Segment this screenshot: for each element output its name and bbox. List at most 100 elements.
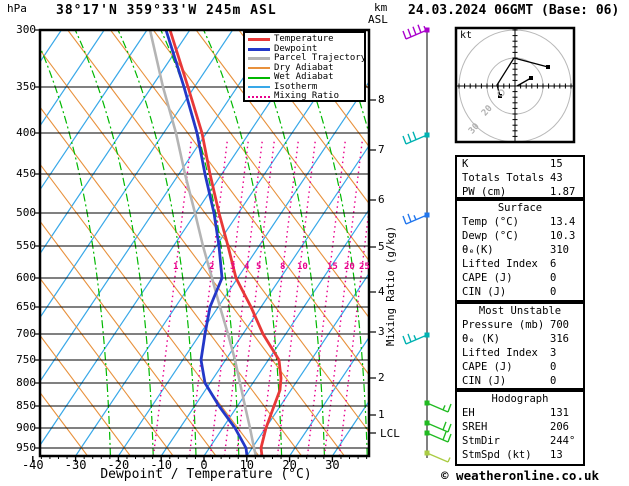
stat-row: CIN (J) 0 (457, 374, 583, 388)
altitude-tick-label: 4 (378, 285, 385, 298)
wind-barb-staff (402, 24, 452, 463)
temperature-tick-label: 0 (200, 458, 208, 472)
stat-value: 1.87 (550, 186, 576, 198)
dry-adiabat-line (152, 30, 369, 319)
hodograph-frame (454, 26, 576, 144)
background-grid (40, 30, 629, 456)
legend-label: Dewpoint (274, 43, 318, 54)
mixing-ratio-line (276, 139, 317, 456)
temperature-line-swatch (248, 38, 270, 42)
isotherm-line (246, 272, 369, 456)
storm-motion-marker (497, 89, 505, 97)
mixing-ratio-line (223, 139, 264, 456)
mixing-ratio-line (152, 139, 193, 456)
x-axis-label: Dewpoint / Temperature (°C) (100, 467, 312, 482)
isotherm-line (203, 208, 369, 456)
stat-value: 43 (550, 172, 563, 184)
temperature-tick-label: 10 (239, 458, 255, 472)
wind-barb (424, 420, 452, 433)
parcel-line-swatch (248, 57, 270, 61)
isotherm-line (40, 30, 276, 383)
hodograph-trace-upper (513, 57, 549, 68)
stat-row: Temp (°C) 13.4 (457, 215, 583, 229)
surface-table: Surface Temp (°C) 13.4 Dewp (°C) 10.3 θₑ(K) 3… (455, 199, 585, 302)
mixing-ratio-value-label: 15 (327, 262, 338, 272)
mixing-ratio-line (235, 139, 276, 456)
stat-value: 316 (550, 333, 569, 345)
parcel-trajectory-curve (148, 30, 258, 456)
stat-row: StmSpd (kt) 13 (457, 448, 583, 462)
stat-row: PW (cm) 1.87 (457, 185, 583, 199)
stat-value: 700 (550, 319, 569, 331)
stat-label: K (462, 158, 469, 170)
stat-row: SREH 206 (457, 420, 583, 434)
dry-adiabat-line (40, 220, 217, 456)
stat-value: 13 (550, 449, 563, 461)
legend-item-temperature: Temperature (248, 35, 364, 45)
run-datetime-label: 24.03.2024 06GMT (Base: 06) (408, 3, 620, 18)
wind-barb (424, 400, 452, 413)
altitude-tick-label: 3 (378, 325, 385, 338)
stat-value: 131 (550, 407, 569, 419)
temperature-tick-label: -10 (150, 458, 173, 472)
stat-value: 3 (550, 347, 557, 359)
dewpoint-curve (164, 30, 249, 456)
pressure-tick-label: 700 (16, 327, 36, 340)
indices-rows: K 15 Totals Totals 43 PW (cm) 1.87 (457, 157, 583, 199)
temperature-tick-label: 30 (325, 458, 340, 472)
stat-label: CIN (J) (462, 286, 507, 298)
mixing-ratio-value-label: 5 (256, 262, 262, 272)
stat-value: 10.3 (550, 230, 576, 242)
hodograph-trace-lower (496, 57, 515, 97)
stat-value: 6 (550, 258, 557, 270)
stat-label: Temp (°C) (462, 216, 519, 228)
indices-table: K 15 Totals Totals 43 PW (cm) 1.87 (455, 155, 585, 199)
stat-value: 0 (550, 272, 557, 284)
legend-label: Temperature (274, 34, 334, 45)
pressure-tick-label: 850 (16, 399, 36, 412)
dry-adiabat-line (40, 277, 174, 456)
stat-value: 15 (550, 158, 563, 170)
pressure-tick-label: 600 (16, 271, 36, 284)
pressure-tick-label: 550 (16, 239, 36, 252)
wet-adiabat-line (40, 45, 111, 456)
isotherm-line (289, 336, 369, 456)
stat-label: Totals Totals (462, 172, 545, 184)
stat-row: Lifted Index 3 (457, 346, 583, 360)
temperature-tick-label: 20 (282, 458, 297, 472)
legend-box: Temperature Dewpoint Parcel Trajectory D… (243, 31, 366, 102)
stat-label: StmSpd (kt) (462, 449, 532, 461)
isotherm-line-swatch (248, 86, 270, 89)
legend-label: Dry Adiabat (274, 62, 334, 73)
mixing-ratio-value-label: 3 (230, 262, 236, 272)
pressure-tick-label: 450 (16, 167, 36, 180)
pressure-tick-label: 800 (16, 376, 36, 389)
stat-value: 0 (550, 361, 557, 373)
stat-label: CAPE (J) (462, 361, 513, 373)
dry-adiabat-line (40, 49, 345, 456)
stat-row: Lifted Index 6 (457, 257, 583, 271)
mixing-ratio-line (323, 139, 364, 456)
stat-row: Dewp (°C) 10.3 (457, 229, 583, 243)
isotherm-line (160, 144, 369, 456)
isotherm-line (40, 30, 191, 255)
wind-barb (402, 24, 430, 40)
dry-adiabat-line (40, 334, 131, 456)
hodograph-trace-dot (546, 65, 550, 69)
wet-adiabat-line-swatch (248, 76, 270, 79)
stat-label: CIN (J) (462, 375, 507, 387)
wet-adiabat-line (589, 30, 629, 456)
stat-label: θₑ(K) (462, 244, 494, 256)
wind-barb (424, 430, 452, 443)
mixing-ratio-value-label: 2 (209, 262, 215, 272)
wet-adiabat-line (117, 30, 197, 456)
mixing-ratio-value-label: 10 (297, 262, 308, 272)
pressure-tick-label: 300 (16, 23, 36, 36)
hodograph-trace-dot (529, 76, 533, 80)
isotherm-line (40, 30, 234, 319)
legend-item-wet-adiabat: Wet Adiabat (248, 73, 364, 83)
stat-label: StmDir (462, 435, 500, 447)
stat-value: 13.4 (550, 216, 576, 228)
stat-row: Pressure (mb) 700 (457, 318, 583, 332)
